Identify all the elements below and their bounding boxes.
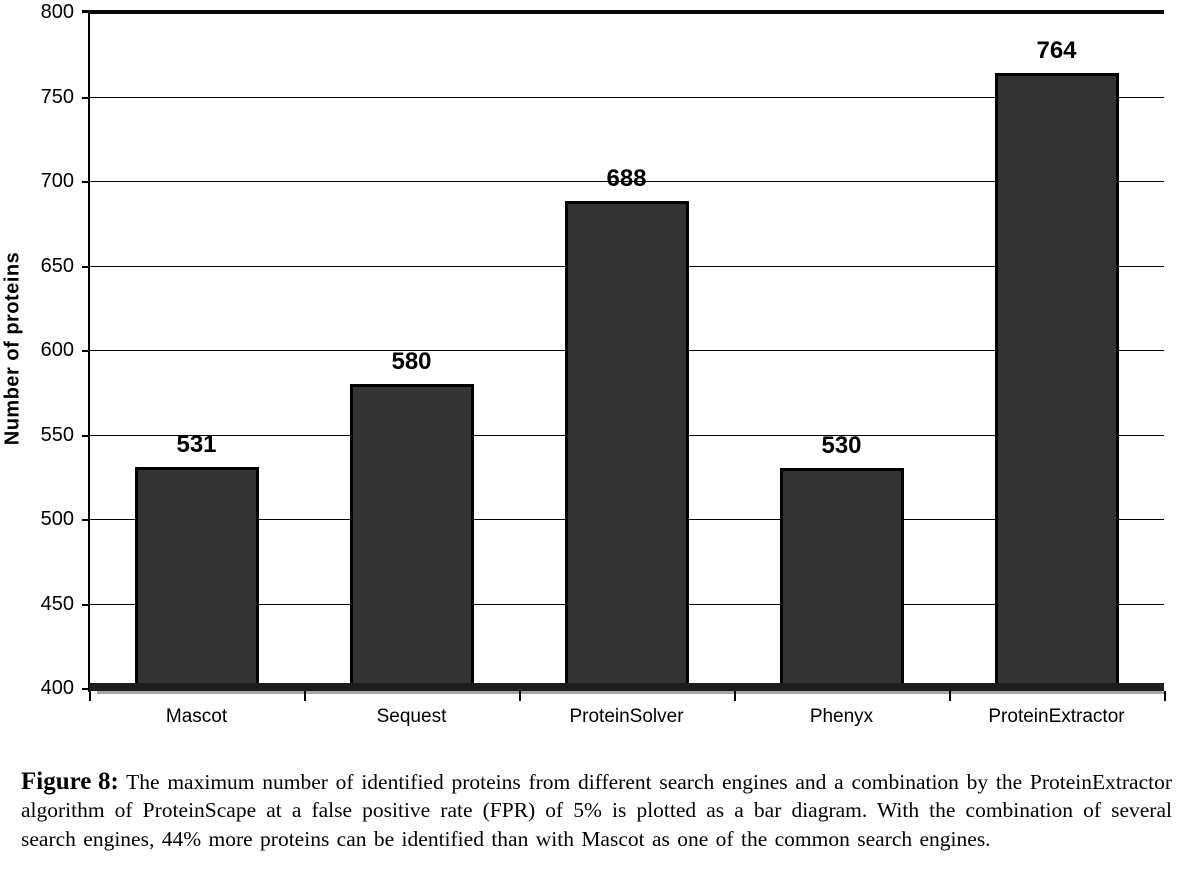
- y-axis-tick: [82, 688, 89, 690]
- bar-value-label: 764: [1036, 37, 1077, 64]
- y-axis-tick: [82, 519, 89, 521]
- y-axis-tick: [82, 266, 89, 268]
- x-axis-label: Mascot: [165, 706, 228, 727]
- gridline: [89, 181, 1164, 182]
- y-axis-tick: [82, 435, 89, 437]
- y-axis-tick-label: 450: [40, 593, 74, 615]
- x-axis-label: ProteinExtractor: [988, 706, 1125, 727]
- figure-caption: Figure 8: The maximum number of identifi…: [21, 768, 1172, 854]
- x-axis-tick: [1164, 691, 1166, 701]
- bar: [350, 384, 474, 690]
- y-axis-tick-label: 600: [40, 339, 74, 361]
- y-axis-tick-label: 750: [40, 86, 74, 108]
- y-axis-tick: [82, 181, 89, 183]
- bar: [135, 467, 259, 690]
- y-axis-tick: [82, 97, 89, 99]
- bar-value-label: 580: [391, 348, 432, 375]
- x-axis-label: ProteinSolver: [569, 706, 684, 727]
- x-axis-label: Sequest: [376, 706, 447, 727]
- x-axis-tick: [519, 691, 521, 701]
- caption-label: Figure 8:: [21, 767, 119, 795]
- bar-value-label: 688: [606, 165, 647, 192]
- gridline: [89, 10, 1164, 14]
- bar: [995, 73, 1119, 690]
- bar: [780, 468, 904, 690]
- y-axis-tick-label: 700: [40, 170, 74, 192]
- x-axis-label: Phenyx: [809, 706, 874, 727]
- bar: [565, 201, 689, 690]
- bar-value-label: 530: [821, 432, 862, 459]
- x-axis-tick: [734, 691, 736, 701]
- y-axis-line: [88, 12, 90, 692]
- y-axis-tick: [82, 10, 89, 13]
- caption-text: The maximum number of identified protein…: [21, 769, 1172, 851]
- x-axis-baseline: [89, 683, 1164, 691]
- baseline-shadow: [97, 691, 1164, 694]
- y-axis-tick-label: 800: [40, 1, 74, 23]
- gridline: [89, 97, 1164, 98]
- bar-value-label: 531: [176, 431, 217, 458]
- y-axis-tick: [82, 350, 89, 352]
- y-axis-tick-label: 550: [40, 424, 74, 446]
- x-axis-tick: [949, 691, 951, 701]
- y-axis-tick-label: 500: [40, 508, 74, 530]
- y-axis-tick-label: 650: [40, 255, 74, 277]
- bar-chart: Number of proteins 400 450 500 550 600 650 700…: [2, 1, 1166, 727]
- x-axis-tick: [304, 691, 306, 701]
- y-axis-tick-label: 400: [40, 677, 74, 699]
- x-axis-tick: [89, 691, 91, 701]
- y-axis-tick: [82, 604, 89, 606]
